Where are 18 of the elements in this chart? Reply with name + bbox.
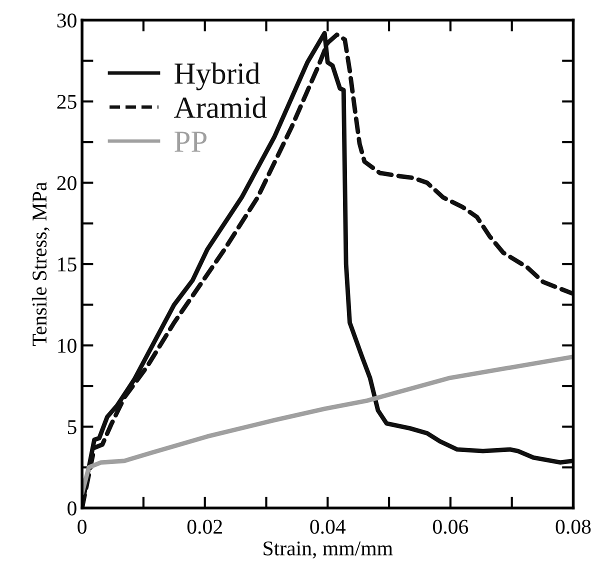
x-tick-label: 0.02 [187, 520, 222, 534]
legend-label: Aramid [174, 96, 267, 118]
y-tick-label: 25 [57, 94, 76, 109]
y-axis-title: Tensile Stress, MPa [32, 182, 50, 346]
x-tick-label: 0.06 [433, 520, 468, 534]
y-tick-label: 0 [68, 501, 76, 516]
y-tick-label: 10 [58, 338, 76, 353]
y-tick-label: 15 [58, 258, 76, 272]
x-tick-label: 0.08 [556, 520, 591, 534]
y-tick-label: 20 [57, 176, 76, 190]
x-axis-title: Strain, mm/mm [264, 541, 393, 558]
legend-label: Hybrid [174, 62, 260, 90]
y-tick-label: 30 [57, 14, 76, 28]
x-tick-label: 0 [78, 520, 86, 534]
line-series [82, 354, 574, 496]
legend-label: PP [174, 132, 206, 152]
x-tick-label: 0.04 [310, 520, 346, 534]
y-tick-label: 5 [68, 420, 76, 434]
